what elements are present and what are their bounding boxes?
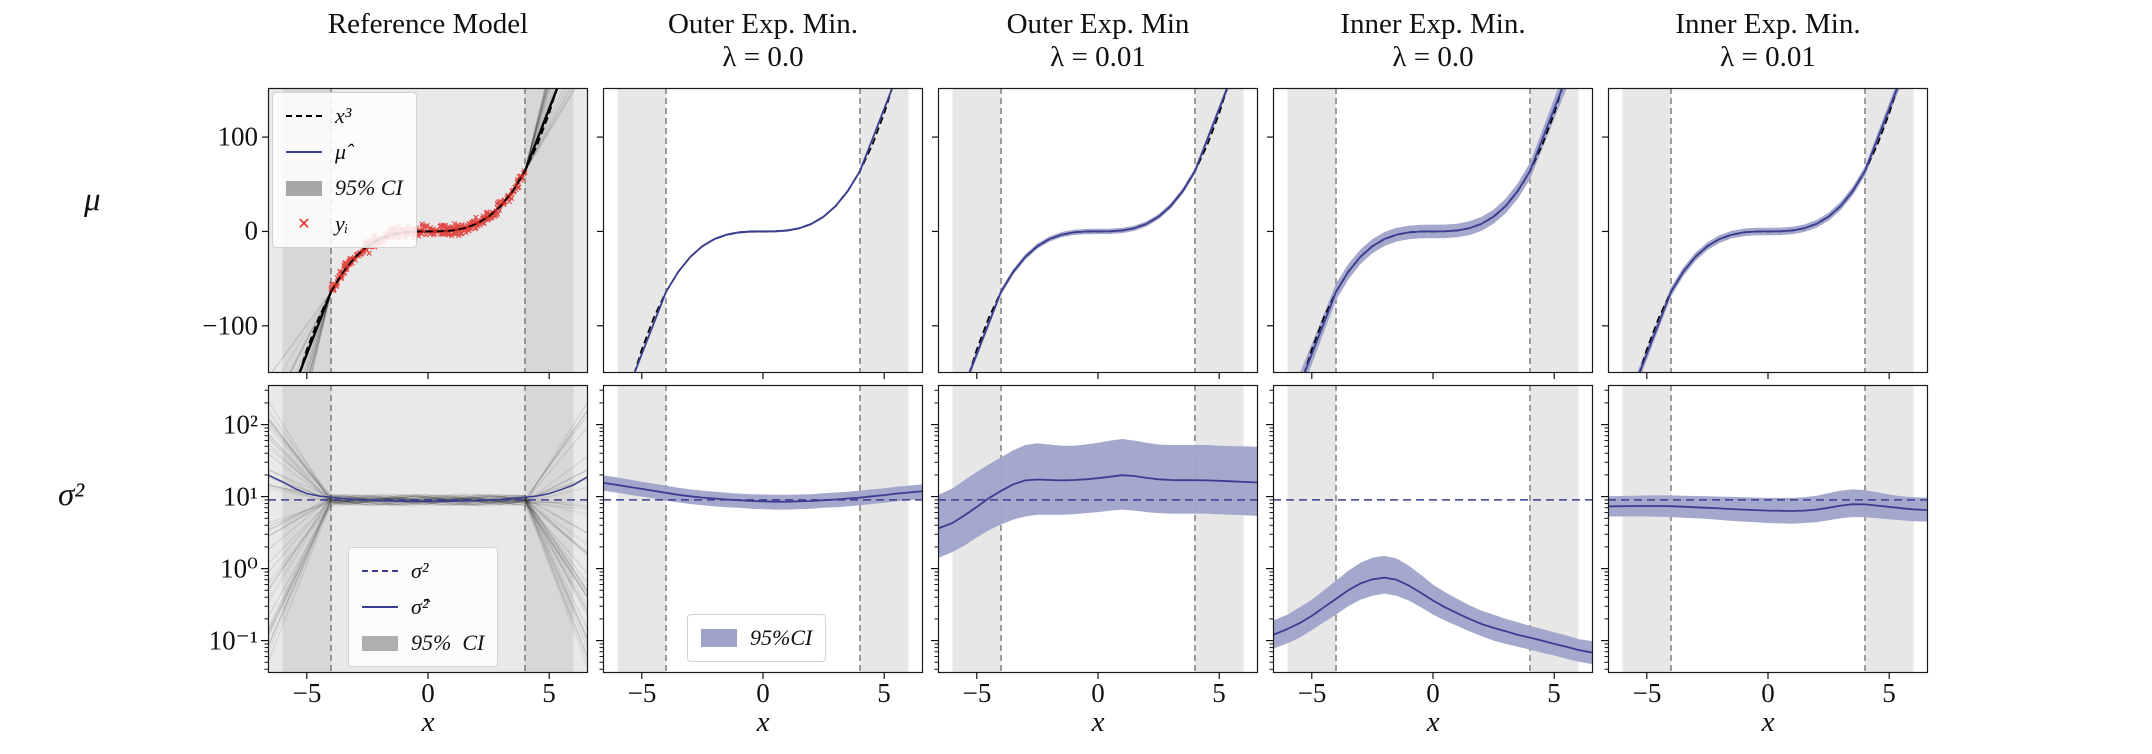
x-tick-label: 0 bbox=[1426, 678, 1440, 708]
x-tick-label: 5 bbox=[1547, 678, 1561, 708]
plot-area bbox=[932, 87, 1259, 379]
x-tick-label: 5 bbox=[1212, 678, 1226, 708]
mu-ytick-label: −100 bbox=[202, 310, 258, 341]
legend-item-mu-hat: μ̂ bbox=[286, 139, 403, 165]
legend-item-yi: ✕ yᵢ bbox=[286, 211, 403, 237]
panel-sigma-outer-lam001 bbox=[931, 384, 1259, 679]
panel-mu-outer-lam0 bbox=[597, 87, 924, 379]
column-title-outer-lam001: Outer Exp. Min λ = 0.01 bbox=[938, 8, 1258, 74]
title-text: Inner Exp. Min. bbox=[1675, 8, 1861, 40]
mu-ytick-label: 0 bbox=[244, 215, 259, 246]
lambda-subtitle: λ = 0.0 bbox=[1392, 41, 1474, 73]
legend-mu-reference: x³ μ̂ 95% CI ✕ yᵢ bbox=[272, 92, 417, 248]
x-tick-label: −5 bbox=[1632, 678, 1662, 708]
x-tick-label: 5 bbox=[542, 678, 556, 708]
legend-label: x³ bbox=[335, 103, 352, 128]
panel-mu-inner-lam0 bbox=[1267, 87, 1594, 379]
title-text: Reference Model bbox=[327, 8, 529, 40]
x-tick-label: 5 bbox=[877, 678, 891, 708]
lambda-subtitle: λ = 0.0 bbox=[722, 41, 804, 73]
row-label-mu: μ bbox=[84, 182, 101, 218]
x-tick-label: 0 bbox=[1091, 678, 1105, 708]
plot-area bbox=[1266, 384, 1594, 679]
legend-label: σ̂² bbox=[411, 594, 429, 619]
title-text: Outer Exp. Min. bbox=[667, 8, 859, 40]
x-axis-label: x bbox=[1091, 706, 1105, 738]
legend-item-sigma2-true: σ² bbox=[362, 558, 484, 584]
sigma-ytick-label: 10¹ bbox=[222, 481, 258, 512]
blue-band-patch-sample bbox=[701, 629, 737, 647]
sigma-ytick-label: 10⁰ bbox=[220, 553, 258, 584]
plot-area bbox=[1601, 384, 1929, 679]
plot-area bbox=[931, 384, 1259, 679]
row-label-sigma: σ² bbox=[58, 477, 85, 513]
x-axis-label: x bbox=[756, 706, 770, 738]
x-tick-label: −5 bbox=[962, 678, 992, 708]
x-tick-label: −5 bbox=[627, 678, 657, 708]
plot-area bbox=[1602, 87, 1929, 379]
column-title-inner-lam0: Inner Exp. Min. λ = 0.0 bbox=[1273, 8, 1593, 74]
legend-item-ci: 95%CI bbox=[701, 625, 812, 651]
x-tick-label: −5 bbox=[292, 678, 322, 708]
legend-label: 95% CI bbox=[335, 175, 403, 200]
x-tick-label: 0 bbox=[421, 678, 435, 708]
dashed-black-line-sample bbox=[286, 115, 322, 117]
x-axis-label: x bbox=[1761, 706, 1775, 738]
lambda-subtitle: λ = 0.01 bbox=[1050, 41, 1146, 73]
x-tick-label: 0 bbox=[1761, 678, 1775, 708]
legend-item-sigma2-hat: σ̂² bbox=[362, 594, 484, 620]
legend-sigma-band-ci: 95%CI bbox=[687, 614, 827, 662]
blue-line-sample bbox=[362, 606, 398, 608]
legend-label: yᵢ bbox=[335, 211, 349, 236]
x-tick-label: −5 bbox=[1297, 678, 1327, 708]
gray-patch-sample bbox=[362, 635, 398, 651]
panel-sigma-inner-lam001 bbox=[1601, 384, 1929, 679]
blue-line-sample bbox=[286, 151, 322, 153]
plot-area bbox=[1267, 87, 1594, 379]
title-text: Inner Exp. Min. bbox=[1340, 8, 1526, 40]
legend-sigma-reference: σ² σ̂² 95% CI bbox=[348, 547, 499, 667]
column-title-reference: Reference Model bbox=[268, 8, 588, 41]
lambda-subtitle: λ = 0.01 bbox=[1720, 41, 1816, 73]
sigma-ytick-label: 10² bbox=[222, 409, 258, 440]
red-x-marker-sample: ✕ bbox=[297, 214, 311, 233]
panel-mu-outer-lam001 bbox=[932, 87, 1259, 379]
column-title-outer-lam0: Outer Exp. Min. λ = 0.0 bbox=[603, 8, 923, 74]
title-text: Outer Exp. Min bbox=[1006, 8, 1190, 40]
column-title-inner-lam001: Inner Exp. Min. λ = 0.01 bbox=[1608, 8, 1928, 74]
panel-sigma-inner-lam0 bbox=[1266, 384, 1594, 679]
legend-label: σ² bbox=[411, 558, 429, 583]
gray-patch-sample bbox=[286, 180, 322, 196]
panel-mu-inner-lam001 bbox=[1602, 87, 1929, 379]
x-axis-label: x bbox=[1426, 706, 1440, 738]
x-tick-label: 5 bbox=[1882, 678, 1896, 708]
legend-item-x3: x³ bbox=[286, 103, 403, 129]
legend-label: 95% CI bbox=[411, 630, 485, 655]
x-axis-label: x bbox=[421, 706, 435, 738]
legend-label: 95%CI bbox=[750, 625, 813, 650]
panel-sigma-outer-lam0 bbox=[596, 384, 924, 679]
legend-label: μ̂ bbox=[335, 139, 347, 164]
dashed-blue-line-sample bbox=[362, 570, 398, 572]
mu-ytick-label: 100 bbox=[217, 121, 259, 152]
x-tick-label: 0 bbox=[756, 678, 770, 708]
plot-area bbox=[596, 384, 924, 679]
legend-item-ci: 95% CI bbox=[286, 175, 403, 201]
plot-area bbox=[597, 87, 924, 379]
sigma-ytick-label: 10⁻¹ bbox=[208, 625, 258, 656]
legend-item-ci: 95% CI bbox=[362, 630, 484, 656]
